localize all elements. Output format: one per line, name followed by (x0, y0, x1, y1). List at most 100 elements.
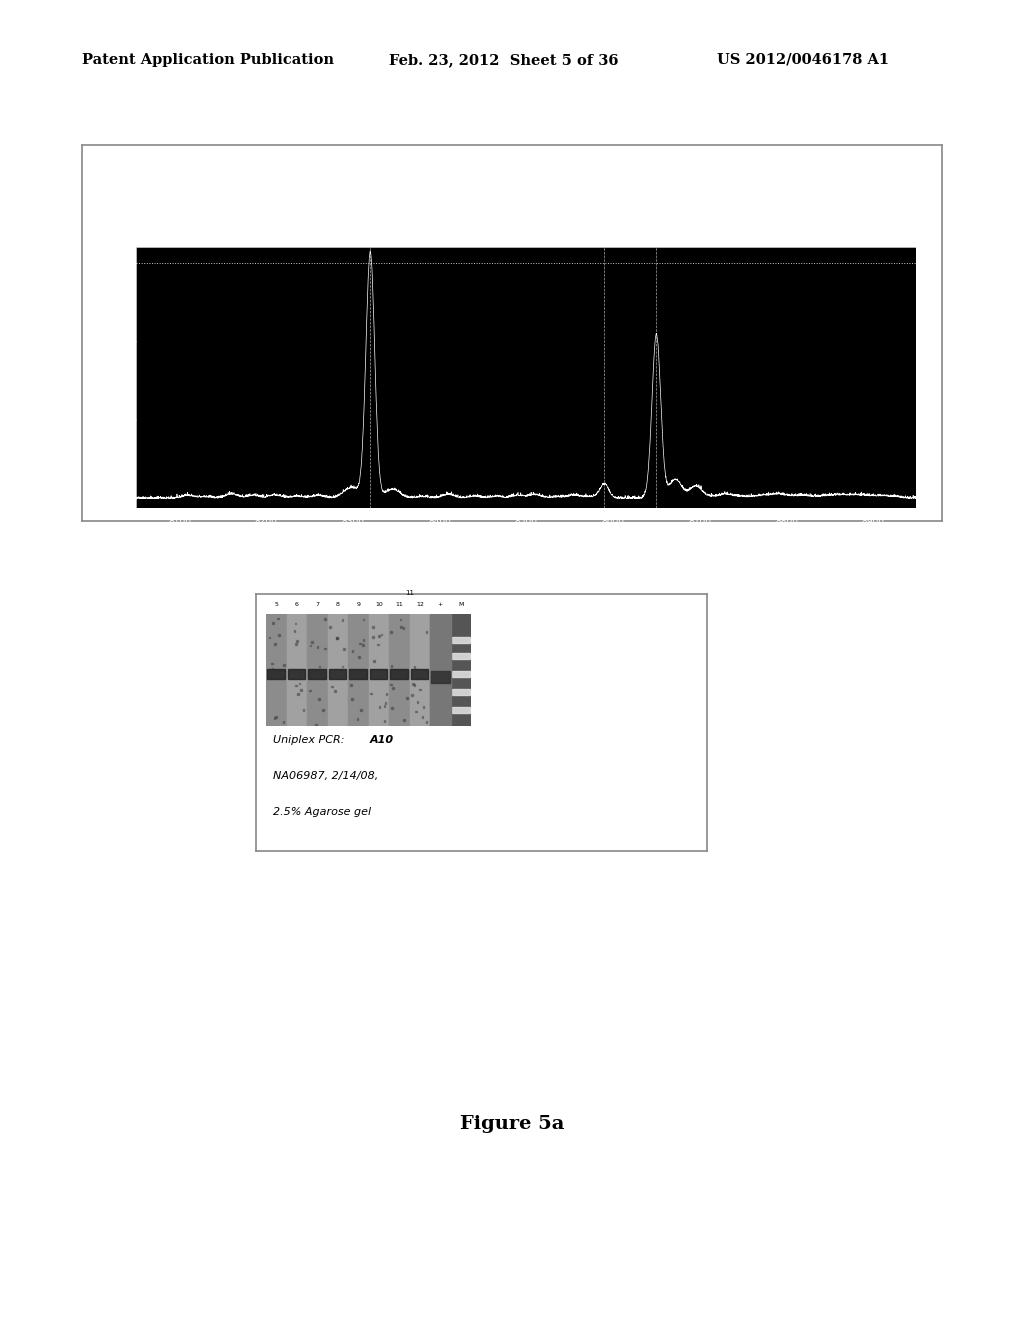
Text: 6: 6 (295, 602, 299, 607)
Bar (414, 685, 416, 686)
Text: +: + (437, 602, 443, 607)
Bar (430, 614, 451, 726)
Bar (391, 708, 393, 709)
Text: NA06987, 2/14/08,: NA06987, 2/14/08, (273, 771, 378, 781)
Bar (294, 671, 296, 672)
Bar (343, 648, 345, 651)
Bar (390, 665, 392, 667)
Bar (278, 618, 279, 619)
Text: US 2012/0046178 A1: US 2012/0046178 A1 (717, 53, 889, 67)
Text: A10: A10 (370, 735, 394, 746)
Bar (441, 657, 443, 659)
Text: 7: 7 (315, 602, 319, 607)
Bar (341, 669, 342, 672)
Bar (415, 710, 417, 713)
Text: 9: 9 (356, 602, 360, 607)
Bar (401, 676, 403, 678)
Bar (284, 664, 285, 665)
Y-axis label: Intensity: Intensity (100, 356, 111, 399)
Bar (384, 721, 385, 722)
Bar (431, 671, 450, 684)
Bar (295, 685, 297, 686)
Bar (443, 618, 445, 620)
Bar (417, 701, 419, 702)
Bar (371, 693, 372, 694)
Bar (316, 645, 318, 648)
Bar (315, 676, 316, 678)
Bar (283, 722, 284, 723)
Bar (331, 685, 333, 688)
Bar (334, 690, 336, 692)
Bar (291, 669, 293, 671)
Bar (451, 614, 470, 726)
Bar (430, 614, 450, 726)
Bar (303, 709, 304, 711)
Bar (348, 614, 368, 726)
Text: Figure 5a: Figure 5a (460, 1115, 564, 1134)
Bar (446, 681, 447, 682)
Bar (330, 626, 331, 628)
Bar (435, 668, 437, 669)
Bar (300, 689, 302, 690)
Bar (411, 694, 413, 696)
Bar (452, 708, 470, 713)
Bar (318, 665, 321, 668)
Bar (414, 665, 416, 668)
Bar (349, 677, 351, 678)
Bar (270, 673, 272, 676)
Bar (389, 614, 409, 726)
Bar (452, 689, 470, 694)
Text: Patent Application Publication: Patent Application Publication (82, 53, 334, 67)
Text: Copy of rs1015731: Copy of rs1015731 (445, 166, 579, 181)
Bar (435, 673, 436, 676)
Bar (443, 717, 445, 719)
Bar (328, 614, 347, 726)
Bar (400, 626, 401, 628)
Bar (287, 614, 306, 726)
Bar (417, 677, 418, 678)
Bar (451, 614, 471, 726)
Bar (324, 648, 326, 649)
Bar (386, 693, 387, 696)
Bar (362, 619, 365, 620)
Bar (423, 706, 424, 708)
Bar (308, 669, 326, 678)
X-axis label: Mass: Mass (512, 531, 541, 541)
Bar (342, 619, 343, 620)
Bar (336, 638, 338, 639)
Bar (410, 614, 429, 726)
Bar (385, 702, 386, 704)
Bar (420, 689, 421, 690)
Bar (351, 698, 353, 700)
Bar (307, 614, 327, 726)
Bar (323, 671, 324, 673)
Bar (358, 656, 359, 657)
Bar (299, 682, 300, 685)
Bar (384, 705, 385, 708)
Bar (267, 669, 285, 678)
Bar (359, 643, 360, 644)
Bar (369, 614, 388, 726)
Bar (317, 698, 319, 700)
Bar (390, 669, 408, 678)
Bar (324, 618, 326, 620)
Text: 12: 12 (416, 602, 424, 607)
Bar (332, 677, 333, 680)
Text: S₁: S₁ (343, 475, 353, 486)
Bar (442, 644, 443, 645)
Bar (411, 669, 428, 678)
Bar (447, 616, 449, 619)
Text: 11: 11 (395, 602, 403, 607)
Text: 2.5% Agarose gel: 2.5% Agarose gel (273, 807, 371, 817)
Bar (266, 614, 286, 726)
Bar (381, 634, 382, 635)
Bar (426, 631, 427, 634)
Bar (309, 689, 310, 692)
Bar (315, 725, 316, 726)
Bar (362, 676, 365, 678)
Bar (349, 669, 367, 678)
Bar (362, 644, 364, 645)
Bar (373, 636, 374, 639)
Bar (362, 639, 365, 640)
Text: 5: 5 (274, 602, 279, 607)
